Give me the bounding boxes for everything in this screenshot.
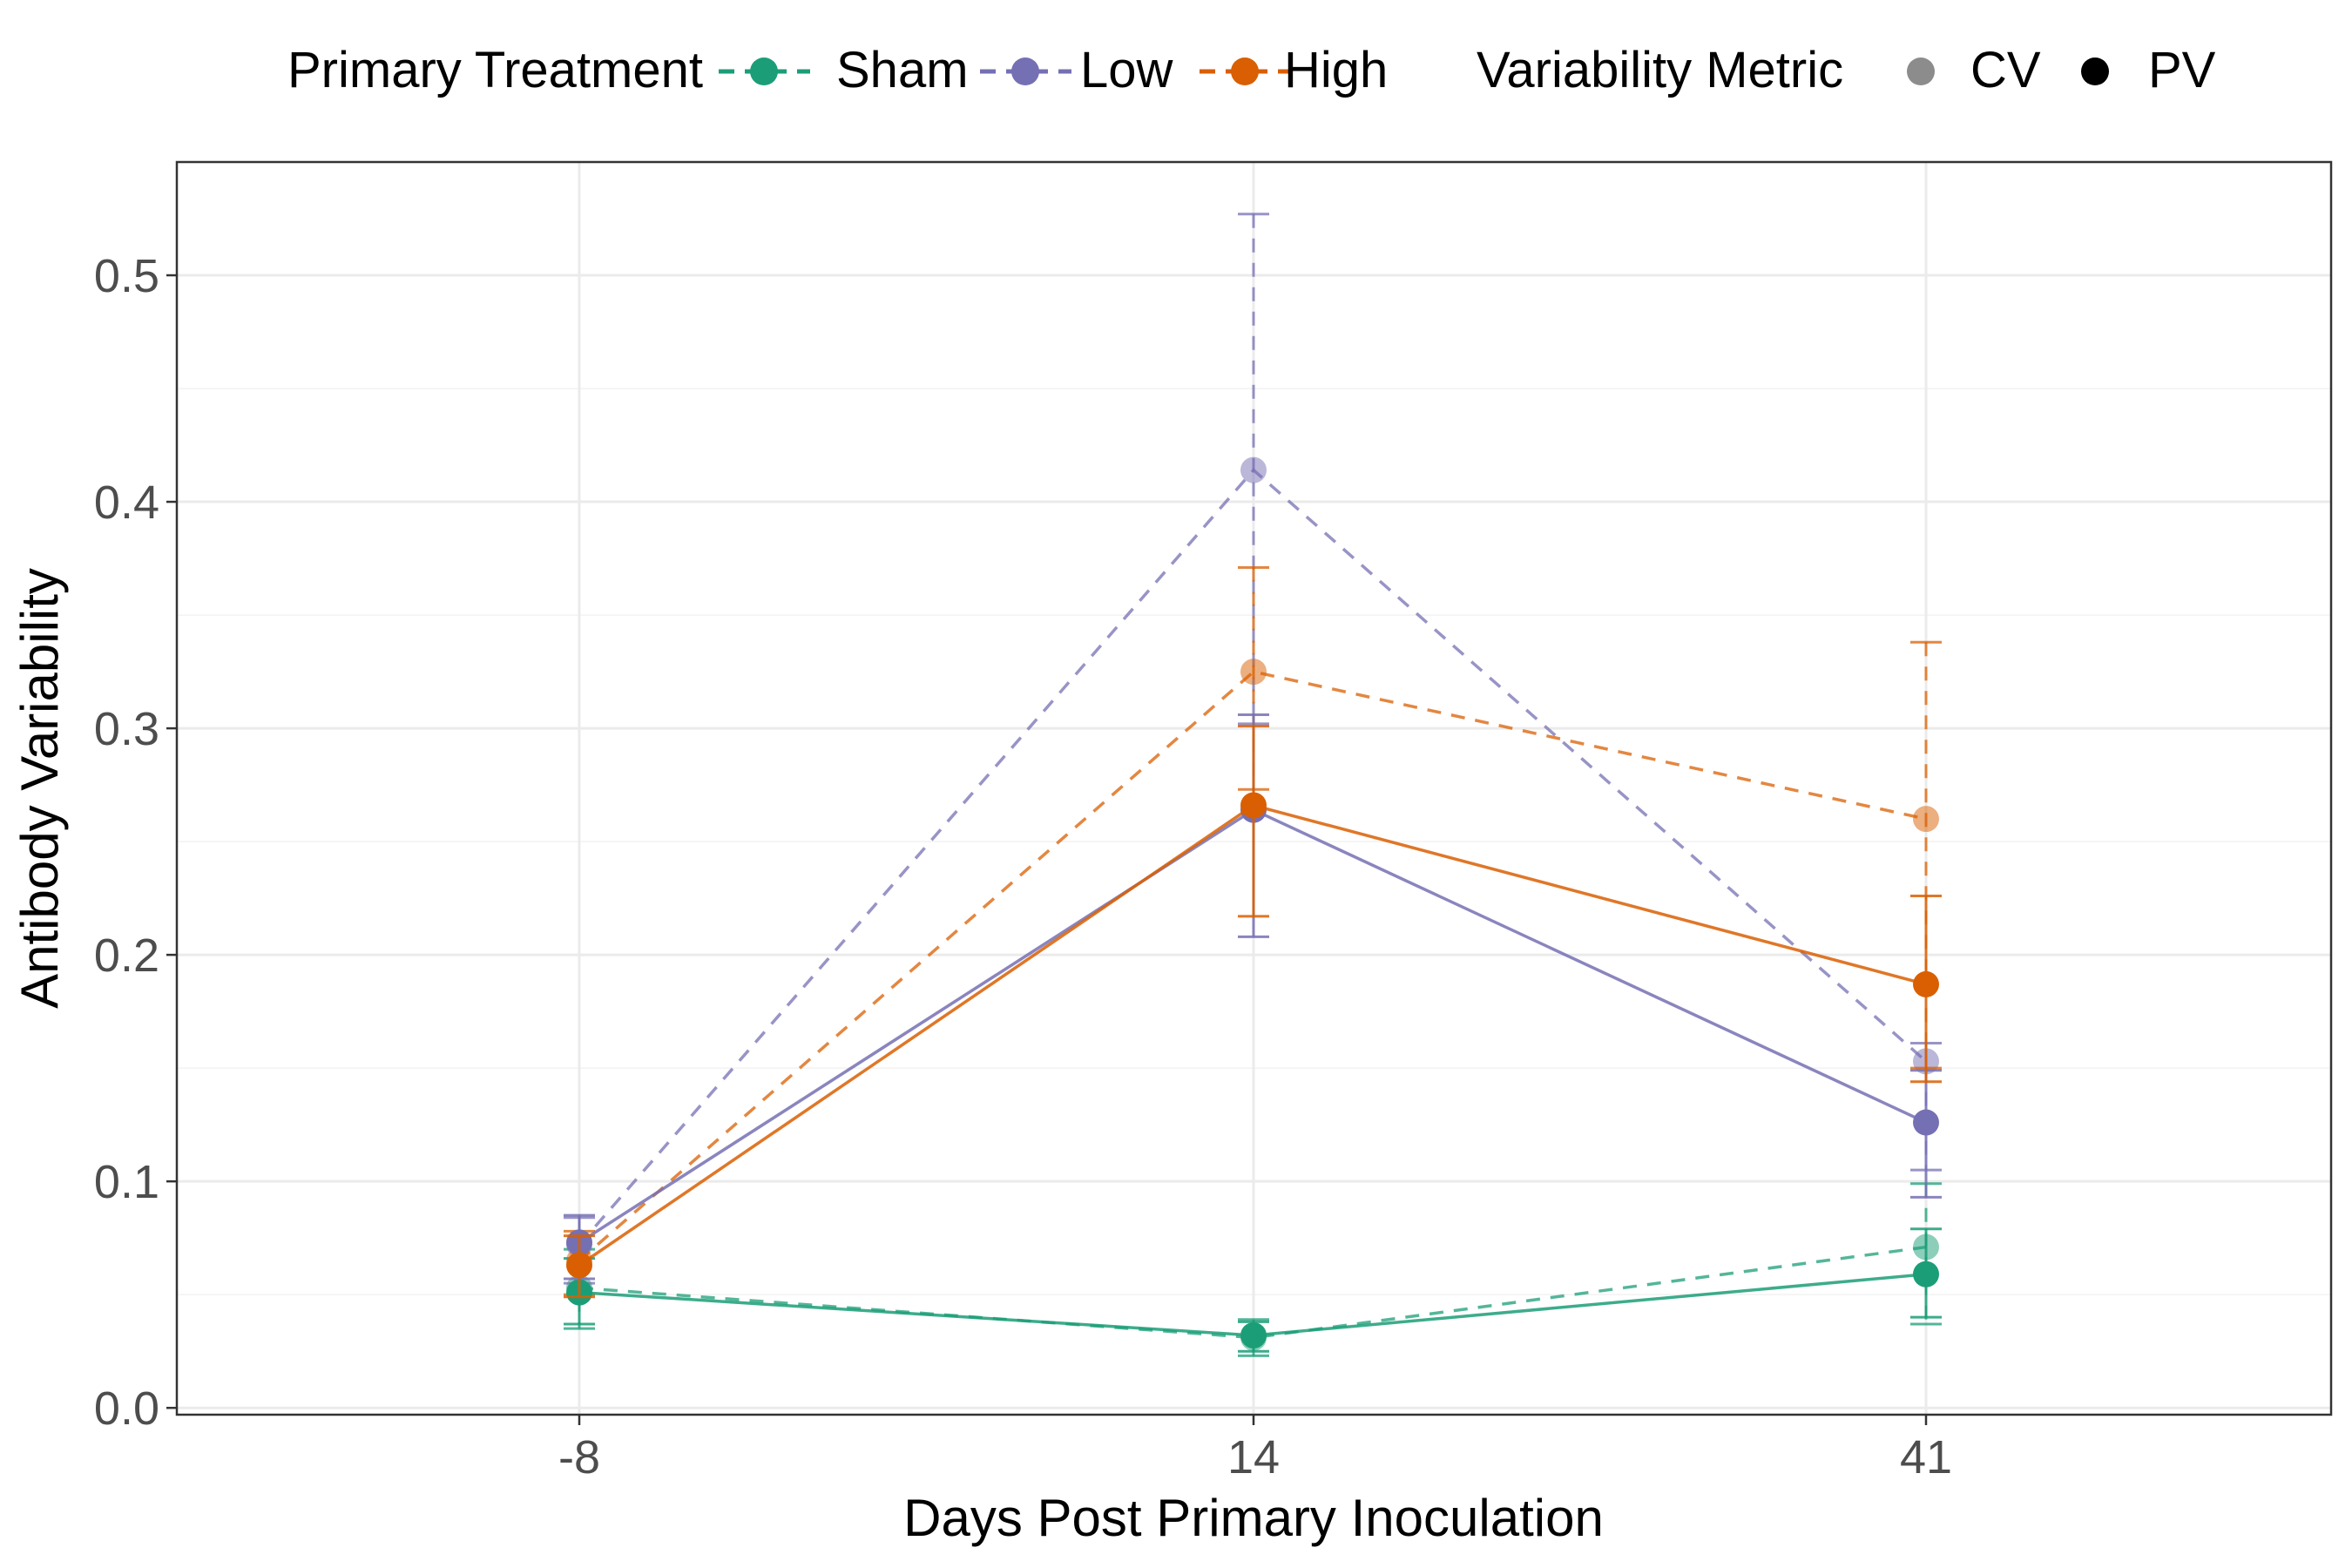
data-point-high-pv — [1240, 792, 1267, 819]
x-tick-label: 41 — [1900, 1431, 1952, 1484]
legend-key-pv-point — [2081, 57, 2109, 85]
x-axis-title: Days Post Primary Inoculation — [903, 1489, 1604, 1547]
data-point-sham-pv — [1240, 1321, 1267, 1348]
legend-label-cv: CV — [1970, 42, 2041, 98]
series-high-pv — [564, 724, 1942, 1299]
data-point-sham-pv — [1913, 1260, 1939, 1288]
data-point-high-pv — [1913, 970, 1939, 997]
series-layer — [564, 213, 1942, 1357]
series-line-sham-cv — [578, 1245, 1927, 1340]
legend-item-high: High — [1200, 42, 1388, 98]
data-point-high-cv — [1240, 659, 1267, 686]
legend-item-cv: CV — [1907, 42, 2041, 98]
y-tick-label: 0.2 — [94, 929, 159, 982]
legend-item-low: Low — [980, 42, 1174, 98]
legend-key-high-point — [1231, 57, 1259, 85]
y-axis: 0.0 0.1 0.2 0.3 0.4 0.5 — [94, 250, 177, 1435]
legend-item-sham: Sham — [719, 42, 969, 98]
legend-key-sham-point — [750, 57, 778, 85]
legend-label-pv: PV — [2148, 42, 2216, 98]
legend-label-high: High — [1284, 42, 1388, 98]
series-line-high-cv — [578, 670, 1927, 1262]
y-axis-title: Antibody Variability — [10, 568, 69, 1009]
legend-item-pv: PV — [2081, 42, 2216, 98]
x-axis: -8 14 41 — [558, 1415, 1952, 1484]
legend-title-treatment: Primary Treatment — [287, 42, 703, 98]
y-tick-label: 0.4 — [94, 476, 159, 529]
legend-key-cv-point — [1907, 57, 1935, 85]
x-tick-label: 14 — [1227, 1431, 1280, 1484]
data-point-high-pv — [566, 1252, 592, 1279]
y-tick-label: 0.1 — [94, 1156, 159, 1208]
legend-label-sham: Sham — [836, 42, 969, 98]
data-point-low-cv — [1240, 456, 1267, 483]
legend-label-low: Low — [1080, 42, 1174, 98]
y-tick-label: 0.3 — [94, 703, 159, 755]
series-sham-pv — [564, 1227, 1942, 1353]
x-tick-label: -8 — [558, 1431, 600, 1484]
y-tick-label: 0.5 — [94, 250, 159, 302]
data-point-low-pv — [1913, 1109, 1939, 1136]
legend: Primary Treatment Sham Low High Variabil… — [287, 42, 2216, 98]
y-tick-label: 0.0 — [94, 1382, 159, 1435]
legend-title-metric: Variability Metric — [1477, 42, 1843, 98]
legend-key-low-point — [1011, 57, 1039, 85]
data-point-high-cv — [1913, 806, 1939, 833]
